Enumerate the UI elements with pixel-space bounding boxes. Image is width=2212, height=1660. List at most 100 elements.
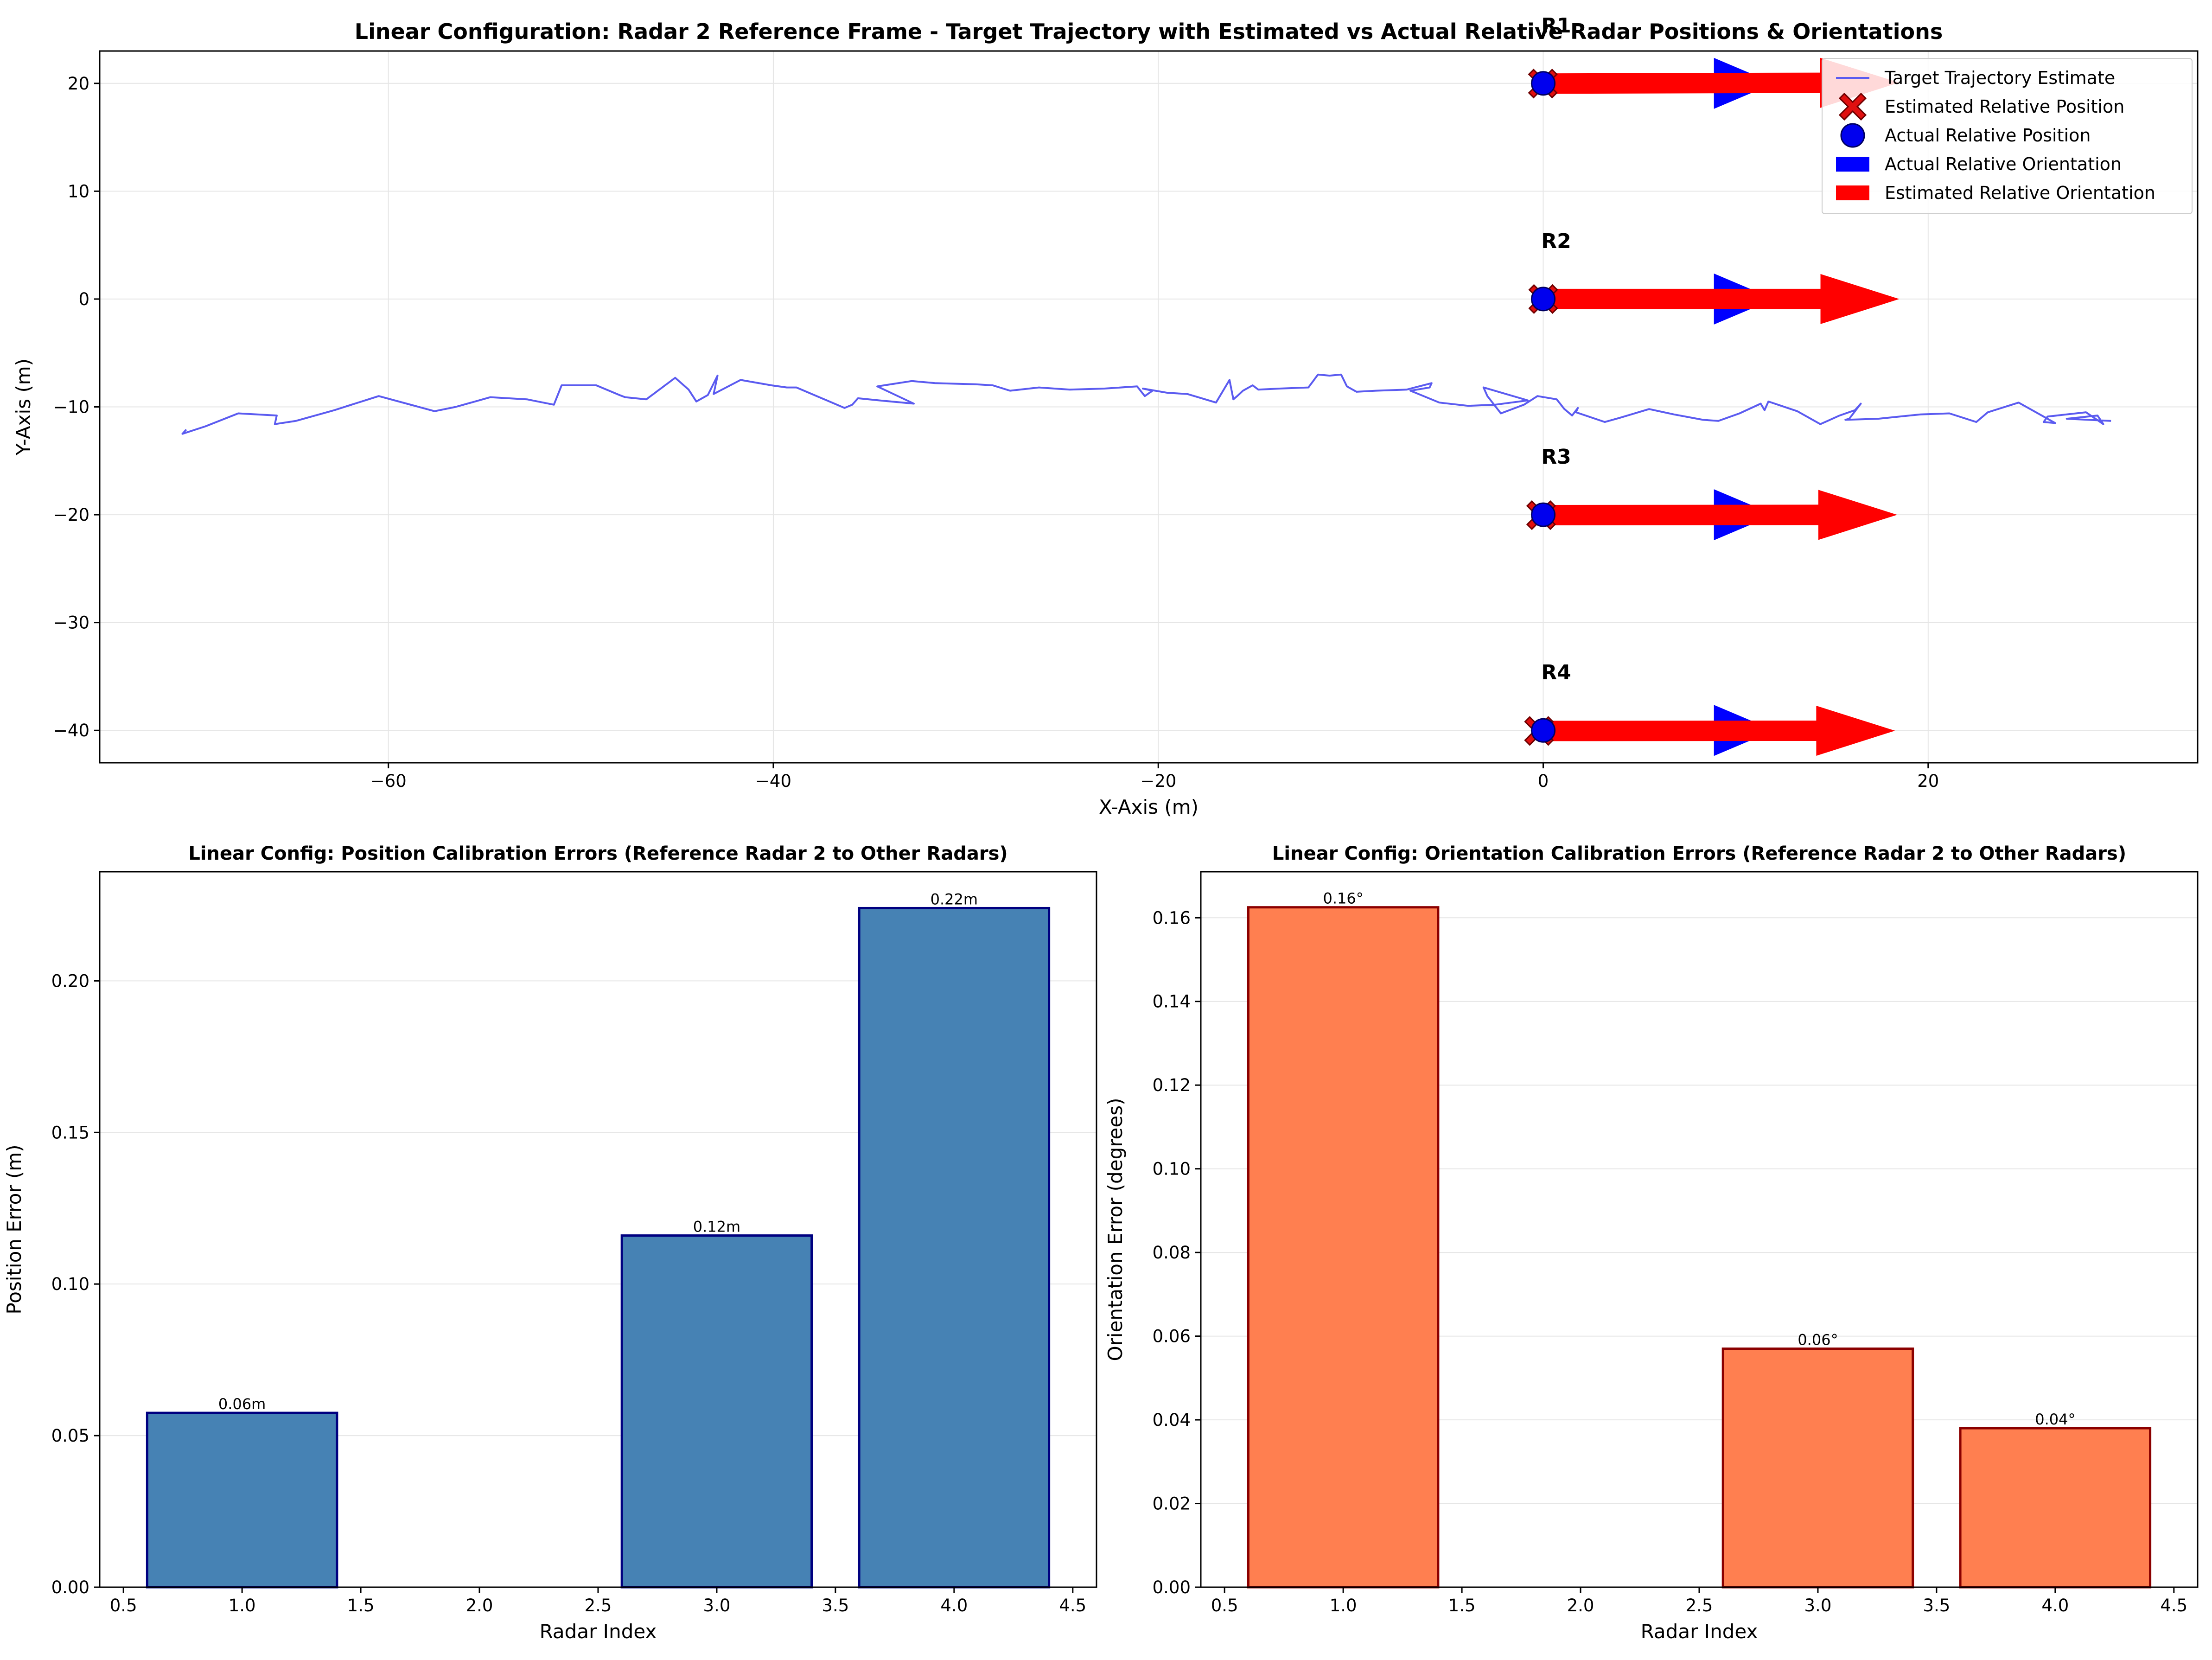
trajectory-chart-title: Linear Configuration: Radar 2 Reference … [355, 19, 1943, 44]
y-tick-label: 0.05 [51, 1426, 89, 1446]
legend-red-rect-symbol [1836, 185, 1869, 200]
x-tick-label: 1.0 [1330, 1596, 1357, 1615]
orientation-error-y-axis-label: Orientation Error (degrees) [1104, 1098, 1127, 1361]
error-bar [1959, 1427, 2152, 1589]
error-bar [146, 1411, 338, 1589]
legend-label-estimated-position: Estimated Relative Position [1885, 96, 2124, 117]
bar-value-label: 0.04° [2035, 1411, 2075, 1428]
x-tick-label: 0.5 [110, 1596, 137, 1615]
x-tick-label: 4.5 [2160, 1596, 2187, 1615]
estimated-orientation-arrow-shape [1543, 274, 1900, 324]
orientation-error-x-axis-label: Radar Index [1641, 1620, 1758, 1643]
y-tick-label: 0.06 [1153, 1327, 1191, 1347]
legend-label-estimated-orientation: Estimated Relative Orientation [1885, 183, 2155, 203]
estimated-orientation-arrow [1543, 57, 1899, 108]
y-tick-label: 10 [68, 181, 89, 201]
x-tick-label: 2.5 [1686, 1596, 1713, 1615]
x-tick-label: 3.0 [1804, 1596, 1832, 1615]
y-tick-label: 0.04 [1153, 1410, 1191, 1430]
radar-markers-layer: R1 R2 R3 R4 [1524, 14, 1900, 756]
legend-label-actual-position: Actual Relative Position [1885, 125, 2091, 146]
x-tick-label: −40 [755, 771, 791, 791]
x-tick-label: 3.5 [822, 1596, 849, 1615]
legend-label-actual-orientation: Actual Relative Orientation [1885, 154, 2122, 174]
trajectory-layer [181, 373, 2111, 435]
error-bar [1721, 1347, 1914, 1589]
y-tick-label: 0.20 [51, 971, 89, 991]
y-tick-label: −20 [53, 505, 89, 525]
actual-position-marker [1531, 71, 1556, 96]
estimated-orientation-arrow-shape [1543, 57, 1899, 108]
actual-position-marker [1531, 718, 1556, 743]
y-tick-label: −30 [53, 613, 89, 633]
y-tick-label: 0.02 [1153, 1494, 1191, 1514]
bar-value-label: 0.16° [1323, 890, 1364, 907]
y-tick-label: 0.10 [1153, 1159, 1191, 1179]
x-tick-label: 1.5 [1448, 1596, 1476, 1615]
position-error-axes: 0.06m 0.12m 0.22m 0.5 1.0 1.5 2.0 2.5 3.0 3.5 4.0… [3, 843, 1097, 1643]
x-tick-label: 3.5 [1923, 1596, 1950, 1615]
actual-position-marker [1531, 502, 1556, 527]
radar-label: R1 [1541, 14, 1571, 38]
x-tick-label: 2.5 [585, 1596, 612, 1615]
y-tick-label: 0.14 [1153, 992, 1191, 1012]
y-tick-label: 0.12 [1153, 1075, 1191, 1095]
trajectory-ticks: −60 −40 −20 0 20 −40 −30 −20 −10 0 10 20 [53, 74, 1939, 791]
radar-label: R3 [1541, 445, 1571, 469]
x-tick-label: 1.0 [229, 1596, 256, 1615]
estimated-orientation-arrow [1541, 490, 1897, 540]
x-tick-label: 20 [1917, 771, 1939, 791]
x-tick-label: 0 [1538, 771, 1549, 791]
y-tick-label: 0.16 [1153, 908, 1191, 928]
orientation-error-chart-title: Linear Config: Orientation Calibration E… [1272, 843, 2126, 864]
y-tick-label: 0.00 [51, 1577, 89, 1597]
trajectory-legend: Target Trajectory Estimate Estimated Rel… [1822, 58, 2193, 214]
x-tick-label: 0.5 [1211, 1596, 1238, 1615]
radar-label: R2 [1541, 230, 1571, 253]
bar-value-label: 0.22m [931, 890, 978, 908]
x-tick-label: 2.0 [1567, 1596, 1594, 1615]
x-tick-label: −60 [370, 771, 407, 791]
error-bar [858, 907, 1051, 1589]
estimated-orientation-arrow [1539, 705, 1895, 756]
trajectory-axes: R1 R2 R3 R4 −60 −40 −20 0 20 −40 −30 −20 −10 0 10 20 L… [12, 14, 2199, 818]
legend-x-marker-symbol [1838, 92, 1867, 121]
position-error-ticks: 0.5 1.0 1.5 2.0 2.5 3.0 3.5 4.0 4.5 0.00 0.05 0.10 0… [51, 971, 1087, 1615]
x-tick-label: 2.0 [466, 1596, 493, 1615]
estimated-orientation-arrow [1543, 274, 1900, 324]
legend-circle-symbol [1840, 123, 1865, 148]
y-tick-label: 0.00 [1153, 1577, 1191, 1597]
radar-label: R4 [1541, 661, 1571, 684]
estimated-orientation-arrow-shape [1539, 705, 1895, 756]
position-error-x-axis-label: Radar Index [540, 1620, 657, 1643]
orientation-error-bars: 0.16° 0.06° 0.04° [1247, 890, 2152, 1589]
error-bar [1247, 906, 1440, 1589]
position-error-chart-title: Linear Config: Position Calibration Erro… [188, 843, 1007, 864]
y-tick-label: −40 [53, 721, 89, 741]
legend-label-trajectory: Target Trajectory Estimate [1884, 68, 2115, 88]
trajectory-line [181, 373, 2111, 435]
error-bar [620, 1234, 813, 1589]
position-error-bars: 0.06m 0.12m 0.22m [146, 890, 1051, 1589]
trajectory-y-axis-label: Y-Axis (m) [12, 358, 35, 456]
y-tick-label: 0.08 [1153, 1243, 1191, 1263]
bar-value-label: 0.12m [693, 1218, 740, 1236]
orientation-error-axes: 0.16° 0.06° 0.04° 0.5 1.0 1.5 2.0 2.5 3.0 3.5 4.0… [1104, 843, 2199, 1643]
x-tick-label: 4.0 [2041, 1596, 2069, 1615]
bar-value-label: 0.06m [218, 1395, 266, 1413]
position-error-y-axis-label: Position Error (m) [3, 1144, 25, 1314]
x-tick-label: 1.5 [347, 1596, 375, 1615]
legend-box [1822, 58, 2193, 214]
x-tick-label: 4.5 [1059, 1596, 1086, 1615]
x-tick-label: −20 [1140, 771, 1176, 791]
y-tick-label: 20 [68, 74, 89, 94]
y-tick-label: 0 [78, 289, 89, 309]
y-tick-label: −10 [53, 397, 89, 417]
orientation-error-ticks: 0.5 1.0 1.5 2.0 2.5 3.0 3.5 4.0 4.5 0.00 0.02 0.04 0… [1153, 908, 2188, 1615]
y-tick-label: 0.15 [51, 1123, 89, 1143]
actual-position-marker [1531, 287, 1556, 312]
legend-blue-rect-symbol [1836, 157, 1869, 172]
x-tick-label: 3.0 [703, 1596, 731, 1615]
trajectory-x-axis-label: X-Axis (m) [1099, 796, 1198, 818]
